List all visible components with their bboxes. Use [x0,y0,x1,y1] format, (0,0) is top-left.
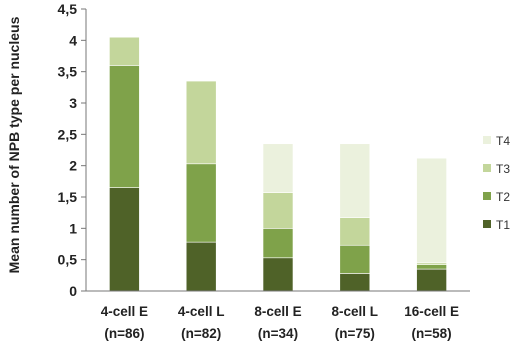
y-tick-label: 4,5 [58,1,78,17]
x-axis-categories: 4-cell E (n=86) 4-cell L (n=82) 8-cell E (n=3… [101,304,459,341]
bar-segment-t3-1 [109,36,140,66]
bar-segment-t1-5 [416,268,447,292]
legend-swatch-t2 [483,192,491,200]
x-category-label: 4-cell L [178,304,225,319]
y-tick-label: 3 [69,95,77,111]
x-category-label: 8-cell E [254,304,301,319]
axes [85,9,470,292]
x-category-count: (n=82) [181,326,221,341]
legend-swatch-t1 [483,220,491,228]
legend-label-t3: T3 [496,162,510,176]
y-tick-label: 1 [69,220,77,236]
x-category-label: 16-cell E [404,304,459,319]
bar-segment-t1-2 [185,241,217,292]
x-category-label: 4-cell E [101,304,148,319]
bar-segment-t3-2 [185,80,217,165]
x-category-count: (n=34) [258,326,298,341]
bar-segment-t1-4 [339,273,371,292]
bar-segment-t4-4 [339,143,371,218]
x-category-count: (n=86) [104,326,144,341]
legend-swatch-t3 [483,164,491,172]
y-axis-label-group: Mean number of NPB type per nucleus [6,16,22,273]
y-tick-label: 2 [69,158,77,174]
y-tick-label: 1,5 [58,189,78,205]
y-tick-label: 2,5 [58,126,78,142]
bars [109,36,447,292]
y-axis-ticks: 0 0,5 1 1,5 2 2,5 3 3,5 4 4,5 [58,1,86,299]
bar-segment-t2-1 [109,65,140,188]
x-category-count: (n=58) [412,326,452,341]
bar-segment-t2-4 [339,244,371,274]
bar-segment-t2-5 [416,264,447,270]
legend-label-t2: T2 [496,190,510,204]
bar-segment-t4-5 [416,157,447,264]
bar-segment-t1-3 [262,257,294,292]
bar-segment-t2-3 [262,228,294,259]
bar-segment-t2-2 [185,163,217,243]
x-category-label: 8-cell L [332,304,379,319]
bar-segment-t1-1 [109,187,140,292]
x-category-count: (n=75) [335,326,375,341]
legend-label-t1: T1 [496,218,510,232]
y-tick-label: 0 [69,283,77,299]
y-tick-label: 4 [69,32,77,48]
y-tick-label: 3,5 [58,64,78,80]
y-axis-label: Mean number of NPB type per nucleus [6,16,22,273]
bar-segment-t4-3 [262,143,294,193]
bar-segment-t3-4 [339,217,371,246]
legend-label-t4: T4 [496,134,510,148]
bar-segment-t3-3 [262,192,294,229]
legend: T4 T3 T2 T1 [483,134,510,232]
y-tick-label: 0,5 [58,252,78,268]
legend-swatch-t4 [483,136,491,144]
